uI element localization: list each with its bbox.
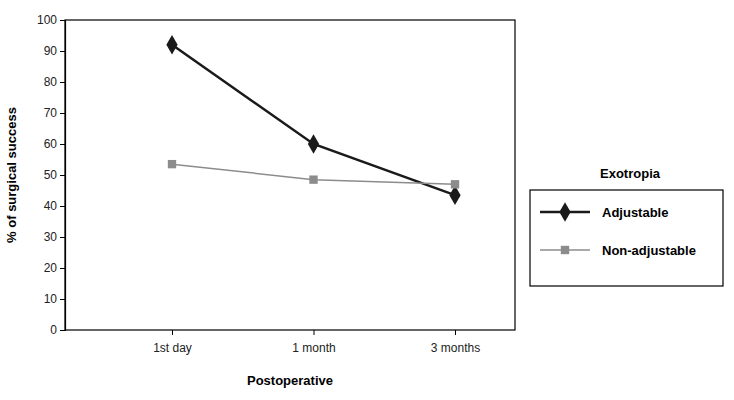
series-marker [166,35,177,55]
y-tick-mark [60,144,65,145]
series [166,35,460,205]
series-marker [451,180,459,188]
y-tick: 20 [44,261,65,275]
plot-frame [65,20,515,330]
y-tick: 10 [44,292,65,306]
legend-label: Non-adjustable [602,243,696,258]
y-tick-mark [60,51,65,52]
y-tick-mark [60,20,65,21]
y-tick: 50 [44,168,65,182]
y-tick-mark [60,330,65,331]
y-tick-mark [60,237,65,238]
y-tick-label: 40 [44,199,58,213]
y-tick-label: 20 [44,261,58,275]
y-tick-label: 90 [44,44,58,58]
x-tick: 3 months [431,330,480,355]
x-tick-label: 1 month [292,341,335,355]
x-tick-label: 3 months [431,341,480,355]
y-tick-label: 30 [44,230,58,244]
legend-swatch-marker [559,202,570,222]
y-tick-mark [60,206,65,207]
x-tick-mark [314,330,315,335]
y-tick-mark [60,113,65,114]
y-tick: 100 [37,13,65,27]
legend-swatch-marker [561,246,569,254]
x-tick-mark [455,330,456,335]
y-tick-mark [60,299,65,300]
y-axis: 0 10 20 30 40 50 60 70 80 90 100 [37,13,66,337]
x-axis: 1st day 1 month 3 months [153,330,480,355]
x-axis-title: Postoperative [247,373,333,388]
legend-label: Adjustable [602,205,668,220]
y-axis-line [60,21,66,331]
y-tick: 90 [44,44,65,58]
x-tick: 1 month [292,330,335,355]
y-tick: 40 [44,199,65,213]
legend-title: Exotropia [600,166,661,181]
y-tick-mark [60,175,65,176]
x-tick-mark [172,330,173,335]
y-tick-label: 70 [44,106,58,120]
y-tick: 70 [44,106,65,120]
y-tick-mark [60,268,65,269]
y-tick: 60 [44,137,65,151]
x-tick-label: 1st day [153,341,192,355]
y-axis-title: % of surgical success [4,107,19,243]
legend: Exotropia Adjustable Non-adjustable [530,166,723,286]
y-tick-label: 100 [37,13,57,27]
series-marker [309,175,317,183]
series [168,160,459,189]
series-line [172,45,455,195]
series-marker [168,160,176,168]
series-marker [308,134,319,154]
y-tick-label: 50 [44,168,58,182]
series-line [172,164,455,184]
y-tick: 30 [44,230,65,244]
y-tick-mark [60,82,65,83]
y-tick-label: 80 [44,75,58,89]
plot-marks [166,35,460,205]
x-tick: 1st day [153,330,192,355]
y-tick: 80 [44,75,65,89]
y-tick-label: 10 [44,292,58,306]
y-tick: 0 [50,323,65,337]
y-tick-label: 60 [44,137,58,151]
legend-box [530,190,723,286]
y-tick-label: 0 [50,323,57,337]
